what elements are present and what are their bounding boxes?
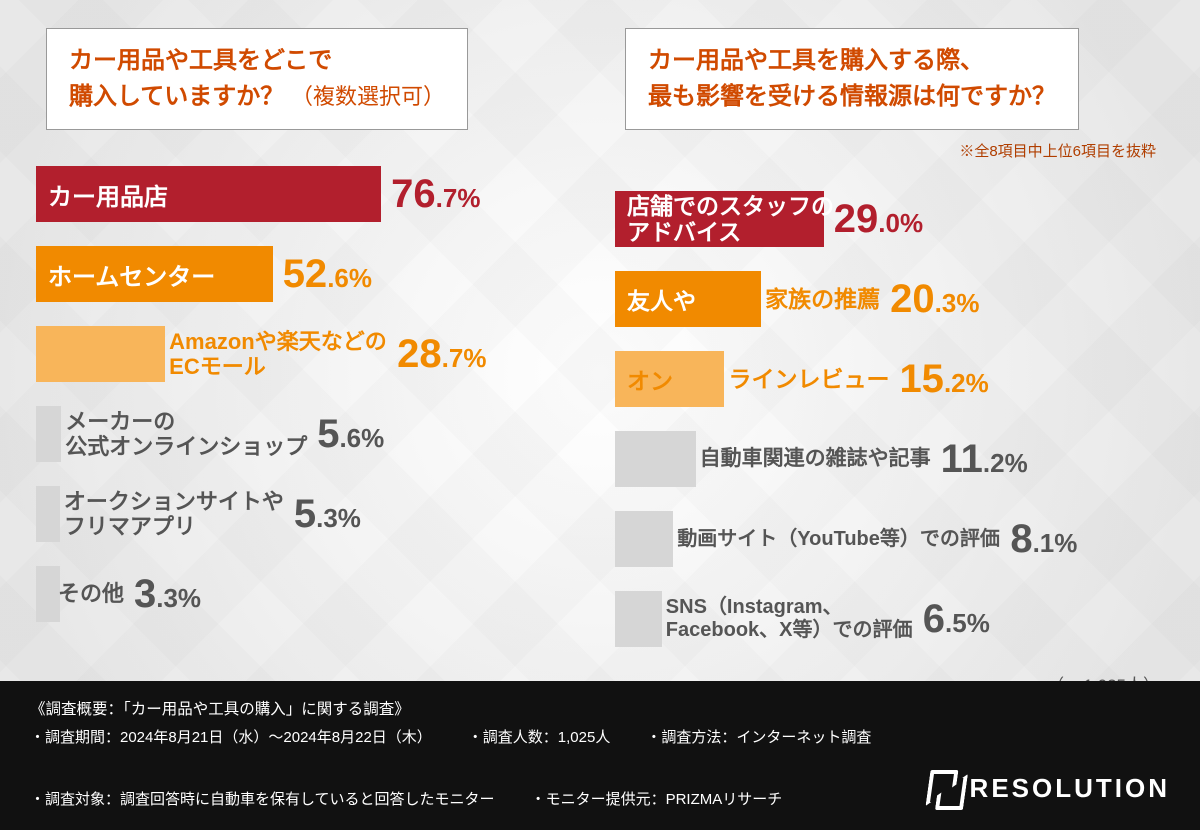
- right-bars: 店舗でのスタッフのアドバイス 29.0% 友人や 家族の推薦 20.3% オン …: [615, 191, 1164, 647]
- bar: カー用品店: [36, 166, 381, 222]
- footer-line: ・調査人数：1,025人: [468, 725, 611, 751]
- bar: オークションサイトやフリマアプリ: [36, 486, 60, 542]
- bar-row: 店舗でのスタッフのアドバイス 29.0%: [615, 191, 1164, 247]
- left-title-sub: （複数選択可）: [291, 84, 445, 109]
- bar: Amazonや楽天などのECモール: [36, 326, 165, 382]
- footer-heading: 《調査概要：「カー用品や工具の購入」に関する調査》: [30, 697, 1170, 723]
- left-panel: カー用品や工具をどこで 購入していますか？ （複数選択可） カー用品店 76.7…: [36, 28, 585, 671]
- bar-row: Amazonや楽天などのECモール 28.7%: [36, 326, 585, 382]
- bar-row: メーカーの公式オンラインショップ 5.6%: [36, 406, 585, 462]
- left-title-l2: 購入していますか？: [69, 83, 284, 110]
- bar: ホームセンター: [36, 246, 273, 302]
- left-title-l1: カー用品や工具をどこで: [69, 47, 332, 74]
- bar: 友人や 家族の推薦: [615, 271, 761, 327]
- right-title-l1: カー用品や工具を購入する際、: [648, 47, 984, 74]
- bar-row: ホームセンター 52.6%: [36, 246, 585, 302]
- bar-row: オークションサイトやフリマアプリ 5.3%: [36, 486, 585, 542]
- bar-row: SNS（Instagram、Facebook、X等）での評価 6.5%: [615, 591, 1164, 647]
- right-title-l2: 最も影響を受ける情報源は何ですか？: [648, 83, 1056, 110]
- footer: 《調査概要：「カー用品や工具の購入」に関する調査》 ・調査期間：2024年8月2…: [0, 681, 1200, 830]
- bar: SNS（Instagram、Facebook、X等）での評価: [615, 591, 662, 647]
- footer-line: ・調査期間：2024年8月21日（水）～2024年8月22日（木）: [30, 725, 432, 751]
- bar: その他: [36, 566, 54, 622]
- bar-row: 動画サイト（YouTube等）での評価 8.1%: [615, 511, 1164, 567]
- logo-icon: [925, 770, 962, 806]
- bar: オン ラインレビュー: [615, 351, 724, 407]
- right-panel: カー用品や工具を購入する際、 最も影響を受ける情報源は何ですか？ ※全8項目中上…: [615, 28, 1164, 671]
- footer-line: ・調査対象：調査回答時に自動車を保有していると回答したモニター: [30, 787, 495, 813]
- logo: RESOLUTION: [928, 766, 1170, 810]
- logo-text: RESOLUTION: [970, 766, 1170, 810]
- right-note: ※全8項目中上位6項目を抜粋: [615, 140, 1156, 161]
- left-bars: カー用品店 76.7% ホームセンター 52.6% Amazonや楽天などのEC…: [36, 166, 585, 622]
- bar: 動画サイト（YouTube等）での評価: [615, 511, 673, 567]
- bar: メーカーの公式オンラインショップ: [36, 406, 61, 462]
- bar-row: その他 3.3%: [36, 566, 585, 622]
- bar-row: 自動車関連の雑誌や記事 11.2%: [615, 431, 1164, 487]
- left-title-box: カー用品や工具をどこで 購入していますか？ （複数選択可）: [46, 28, 468, 130]
- bar-row: オン ラインレビュー 15.2%: [615, 351, 1164, 407]
- footer-line: ・モニター提供元：PRIZMAリサーチ: [531, 787, 783, 813]
- bar-row: 友人や 家族の推薦 20.3%: [615, 271, 1164, 327]
- bar: 自動車関連の雑誌や記事: [615, 431, 696, 487]
- footer-line: ・調査方法：インターネット調査: [646, 725, 871, 751]
- bar: 店舗でのスタッフのアドバイス: [615, 191, 824, 247]
- bar-row: カー用品店 76.7%: [36, 166, 585, 222]
- right-title-box: カー用品や工具を購入する際、 最も影響を受ける情報源は何ですか？: [625, 28, 1079, 130]
